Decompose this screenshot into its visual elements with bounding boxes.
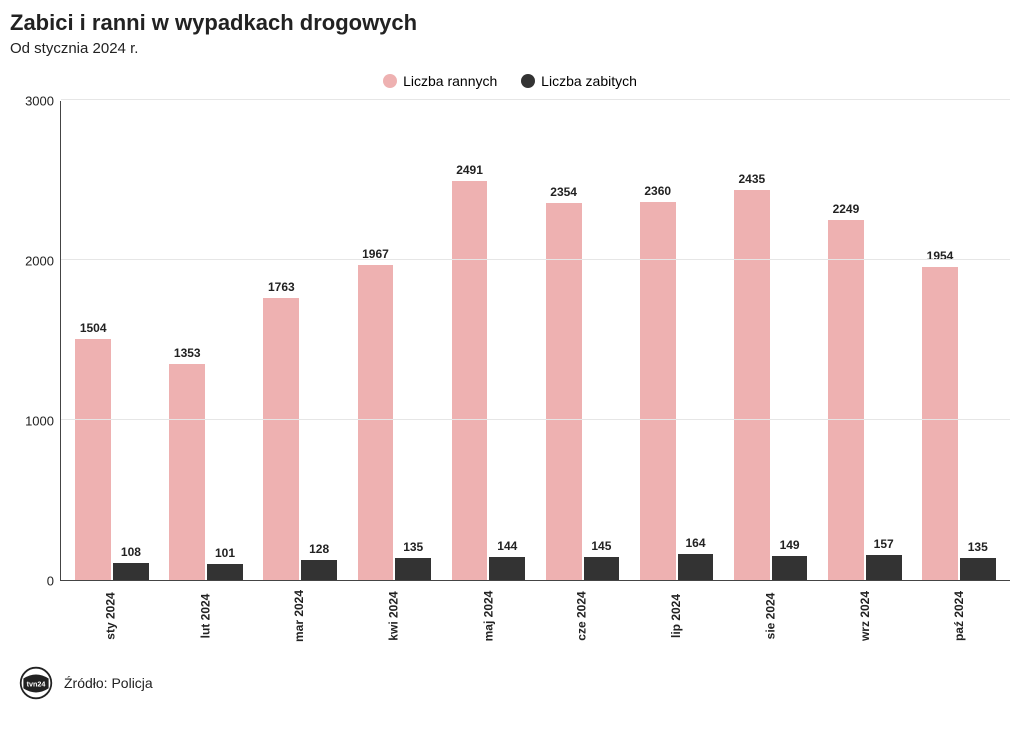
bar-injured: 2491 bbox=[452, 181, 488, 580]
chart-subtitle: Od stycznia 2024 r. bbox=[10, 40, 1010, 57]
legend-item-injured: Liczba rannych bbox=[383, 73, 497, 89]
x-axis-tick: cze 2024 bbox=[535, 581, 629, 625]
legend-item-killed: Liczba zabitych bbox=[521, 73, 637, 89]
x-axis-labels: sty 2024lut 2024mar 2024kwi 2024maj 2024… bbox=[60, 581, 1010, 625]
bar-value-label: 128 bbox=[309, 542, 329, 556]
bar-group: 2491144 bbox=[441, 181, 535, 580]
x-axis-tick: lut 2024 bbox=[158, 581, 252, 625]
y-axis-tick: 2000 bbox=[25, 254, 54, 269]
y-axis: 0100020003000 bbox=[10, 101, 60, 581]
bar-injured: 1353 bbox=[169, 364, 205, 580]
bar-injured: 2249 bbox=[828, 220, 864, 580]
bar-injured: 1504 bbox=[75, 339, 111, 580]
bar-value-label: 2249 bbox=[833, 202, 860, 216]
footer: tvn24 Źródło: Policja bbox=[10, 665, 1010, 701]
legend: Liczba rannych Liczba zabitych bbox=[10, 73, 1010, 91]
x-axis-tick: mar 2024 bbox=[252, 581, 346, 625]
bar-value-label: 2435 bbox=[738, 172, 765, 186]
bar-value-label: 1504 bbox=[80, 321, 107, 335]
bar-value-label: 157 bbox=[874, 537, 894, 551]
legend-label-killed: Liczba zabitych bbox=[541, 73, 637, 89]
x-axis-tick: paź 2024 bbox=[912, 581, 1006, 625]
legend-swatch-killed bbox=[521, 74, 535, 88]
bar-group: 1954135 bbox=[912, 267, 1006, 580]
bar-injured: 1967 bbox=[358, 265, 394, 580]
gridline bbox=[61, 419, 1010, 420]
bar-value-label: 135 bbox=[968, 540, 988, 554]
x-axis-tick: maj 2024 bbox=[441, 581, 535, 625]
bar-group: 1504108 bbox=[65, 339, 159, 580]
bar-killed: 157 bbox=[866, 555, 902, 580]
bar-value-label: 108 bbox=[121, 545, 141, 559]
bar-killed: 164 bbox=[678, 554, 714, 580]
x-axis-tick: wrz 2024 bbox=[818, 581, 912, 625]
bar-injured: 1954 bbox=[922, 267, 958, 580]
legend-label-injured: Liczba rannych bbox=[403, 73, 497, 89]
bar-killed: 135 bbox=[960, 558, 996, 580]
bar-value-label: 149 bbox=[780, 538, 800, 552]
bar-killed: 149 bbox=[772, 556, 808, 580]
legend-swatch-injured bbox=[383, 74, 397, 88]
y-axis-tick: 0 bbox=[47, 574, 54, 589]
x-axis-tick: sie 2024 bbox=[723, 581, 817, 625]
bar-injured: 1763 bbox=[263, 298, 299, 580]
tvn24-logo-icon: tvn24 bbox=[18, 665, 54, 701]
bar-value-label: 145 bbox=[591, 539, 611, 553]
bar-group: 1763128 bbox=[253, 298, 347, 580]
gridline bbox=[61, 99, 1010, 100]
bar-group: 1967135 bbox=[347, 265, 441, 580]
source-label: Źródło: Policja bbox=[64, 675, 153, 691]
bar-group: 2435149 bbox=[724, 190, 818, 580]
x-axis: sty 2024lut 2024mar 2024kwi 2024maj 2024… bbox=[10, 581, 1010, 625]
bar-killed: 128 bbox=[301, 560, 337, 580]
bar-value-label: 1954 bbox=[927, 249, 954, 263]
bar-group: 1353101 bbox=[159, 364, 253, 580]
bars-layer: 1504108135310117631281967135249114423541… bbox=[61, 101, 1010, 580]
bar-injured: 2435 bbox=[734, 190, 770, 580]
bar-killed: 144 bbox=[489, 557, 525, 580]
x-axis-tick: sty 2024 bbox=[64, 581, 158, 625]
bar-killed: 101 bbox=[207, 564, 243, 580]
x-axis-tick: kwi 2024 bbox=[347, 581, 441, 625]
y-axis-tick: 1000 bbox=[25, 414, 54, 429]
bar-value-label: 101 bbox=[215, 546, 235, 560]
bar-killed: 145 bbox=[584, 557, 620, 580]
chart-container: Zabici i ranni w wypadkach drogowych Od … bbox=[10, 10, 1010, 701]
plot-area: 1504108135310117631281967135249114423541… bbox=[60, 101, 1010, 581]
bar-value-label: 144 bbox=[497, 539, 517, 553]
x-axis-tick: lip 2024 bbox=[629, 581, 723, 625]
y-axis-tick: 3000 bbox=[25, 94, 54, 109]
bar-value-label: 135 bbox=[403, 540, 423, 554]
bar-value-label: 2360 bbox=[644, 184, 671, 198]
bar-value-label: 1763 bbox=[268, 280, 295, 294]
chart-title: Zabici i ranni w wypadkach drogowych bbox=[10, 10, 1010, 36]
bar-killed: 135 bbox=[395, 558, 431, 580]
bar-group: 2249157 bbox=[818, 220, 912, 580]
bar-killed: 108 bbox=[113, 563, 149, 580]
gridline bbox=[61, 259, 1010, 260]
svg-text:tvn24: tvn24 bbox=[27, 680, 46, 689]
bar-value-label: 2491 bbox=[456, 163, 483, 177]
bar-value-label: 2354 bbox=[550, 185, 577, 199]
bar-value-label: 1353 bbox=[174, 346, 201, 360]
plot-row: 0100020003000 15041081353101176312819671… bbox=[10, 101, 1010, 581]
bar-value-label: 164 bbox=[685, 536, 705, 550]
